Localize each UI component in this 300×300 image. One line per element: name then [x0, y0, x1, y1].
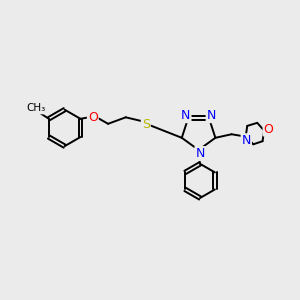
- Text: CH₃: CH₃: [26, 103, 46, 113]
- Text: N: N: [181, 109, 190, 122]
- Text: N: N: [195, 147, 205, 160]
- Text: O: O: [88, 111, 98, 124]
- Text: S: S: [142, 118, 150, 130]
- Text: N: N: [242, 134, 251, 147]
- Text: O: O: [264, 122, 273, 136]
- Text: N: N: [207, 109, 216, 122]
